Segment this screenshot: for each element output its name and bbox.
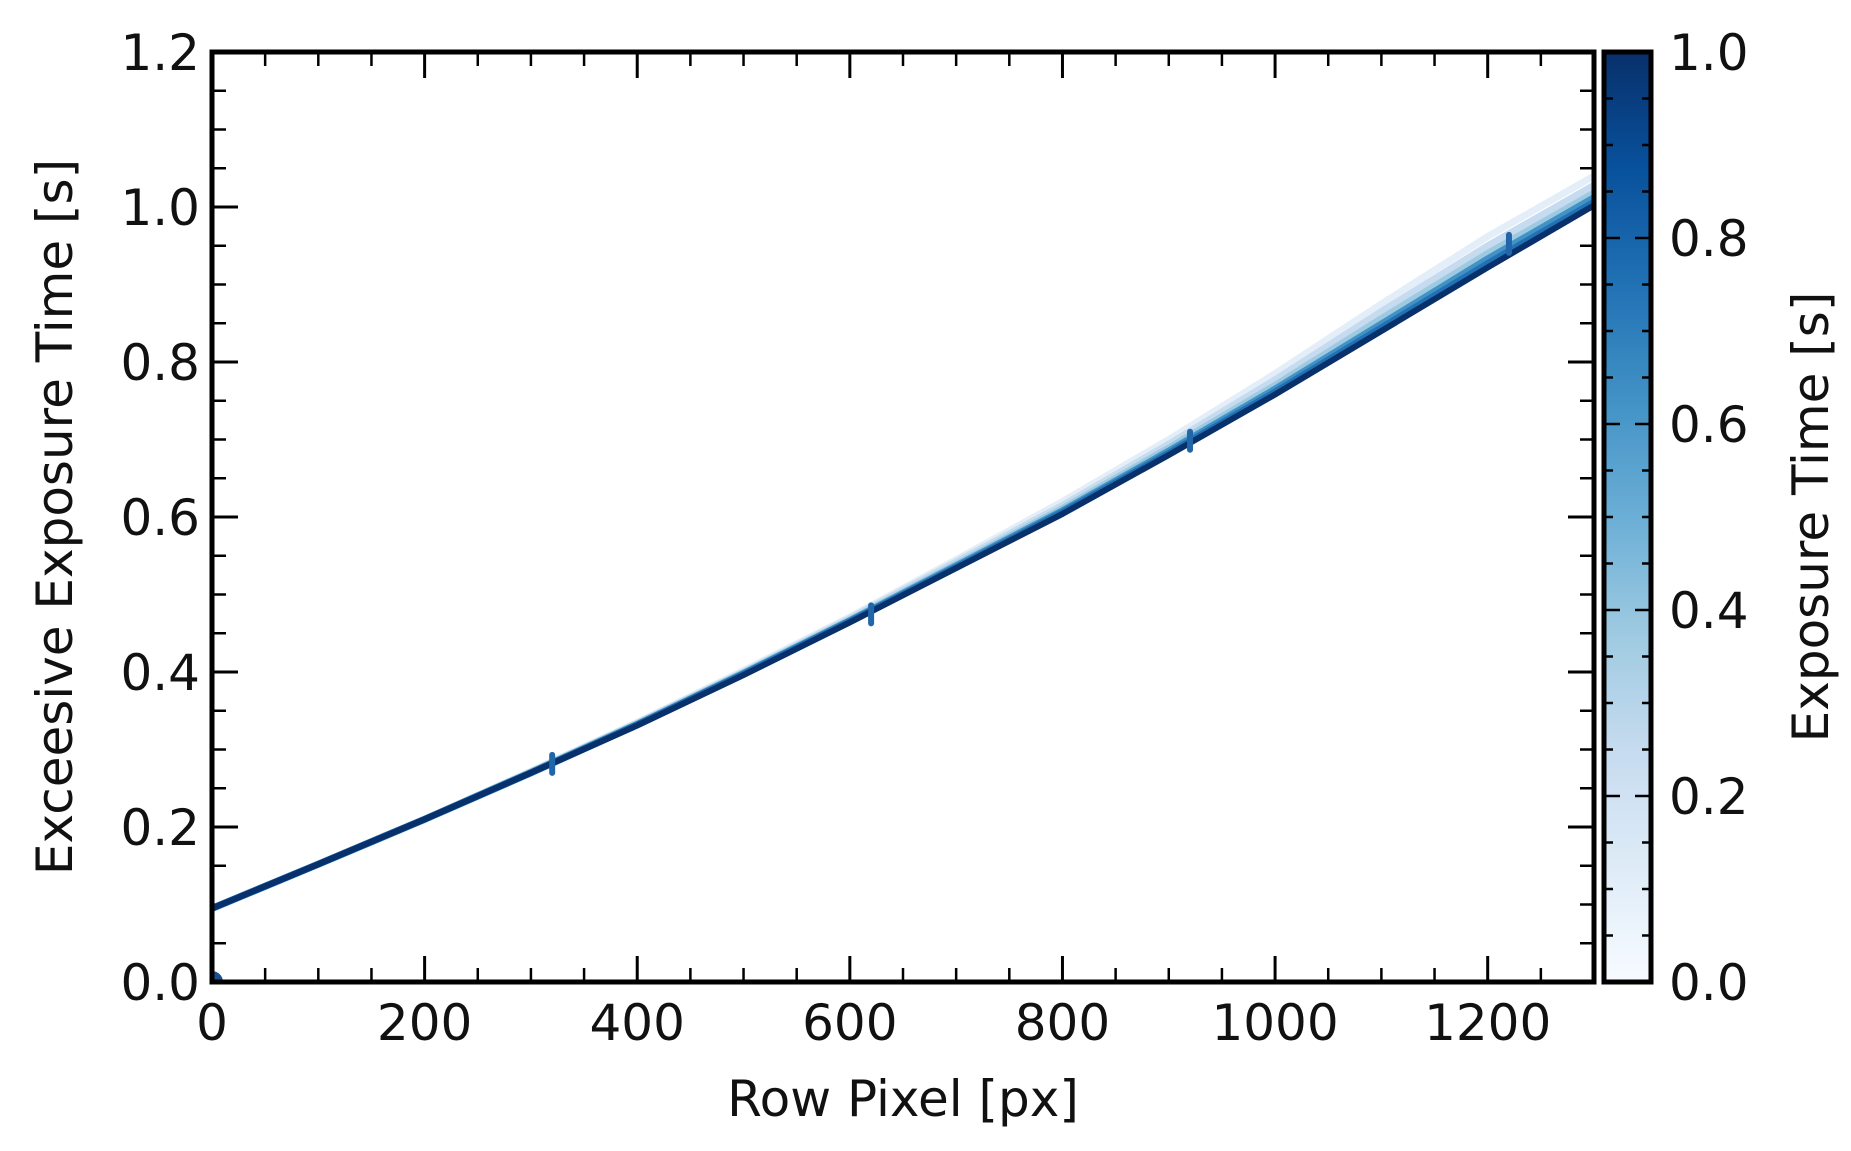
colorbar-tick-label: 1.0 (1669, 24, 1749, 82)
series-line (212, 172, 1594, 912)
y-tick-label: 0.8 (120, 334, 200, 392)
series-layer (212, 172, 1594, 982)
x-tick-label: 1000 (1211, 994, 1338, 1052)
y-axis-title: Exceesive Exposure Time [s] (26, 159, 84, 875)
x-tick-label: 0 (196, 994, 228, 1052)
colorbar-tick-label: 0.2 (1669, 768, 1749, 826)
colorbar-tick-label: 0.4 (1669, 582, 1749, 640)
x-tick-label: 400 (590, 994, 685, 1052)
colorbar-tick-label: 0.6 (1669, 396, 1749, 454)
x-tick-label: 600 (802, 994, 897, 1052)
colorbar-tick-label: 0.8 (1669, 210, 1749, 268)
x-tick-label: 800 (1015, 994, 1110, 1052)
y-tick-label: 0.4 (120, 644, 200, 702)
y-tick-label: 0.2 (120, 799, 200, 857)
x-axis-title: Row Pixel [px] (727, 1070, 1079, 1128)
colorbar-title: Exposure Time [s] (1782, 292, 1840, 743)
y-tick-label: 1.0 (120, 179, 200, 237)
y-tick-label: 1.2 (120, 24, 200, 82)
y-tick-label: 0.6 (120, 489, 200, 547)
plot-frame (209, 49, 1597, 985)
colorbar-tick-label: 0.0 (1669, 954, 1749, 1012)
x-tick-label: 200 (377, 994, 472, 1052)
x-tick-label: 1200 (1424, 994, 1551, 1052)
series-line (212, 181, 1594, 912)
x-axis-ticks: 0 200 400 600 800 1000 1200 (196, 52, 1596, 1052)
origin-point (212, 971, 223, 982)
y-tick-label: 0.0 (120, 954, 200, 1012)
y-axis-ticks: 0.0 0.2 0.4 0.6 0.8 1.0 1.2 (120, 24, 1594, 1012)
series-line (212, 202, 1594, 912)
colorbar-frame (1601, 49, 1654, 985)
colorbar-ticks: 0.0 0.2 0.4 0.6 0.8 1.0 (1604, 24, 1749, 1012)
